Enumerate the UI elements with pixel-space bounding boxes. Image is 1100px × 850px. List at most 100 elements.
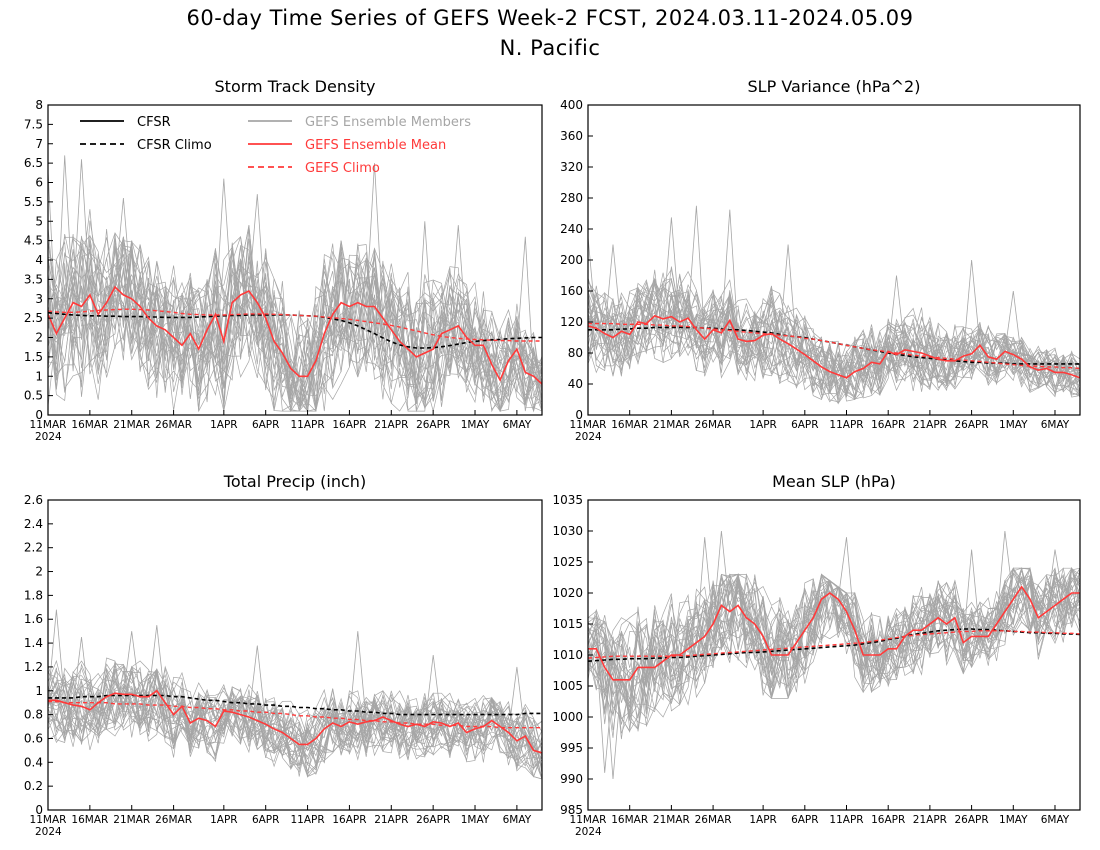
y-tick-label: 200 <box>560 253 583 267</box>
x-tick-label: 21APR <box>374 814 408 826</box>
ensemble-member-spike <box>349 631 367 722</box>
ensemble-member-line <box>588 574 1080 734</box>
y-tick-label: 0 <box>35 803 43 817</box>
ensemble-members <box>48 609 542 780</box>
ensemble-member-spike <box>72 637 91 710</box>
x-tick-label: 16MAR <box>71 419 108 431</box>
gefs-climo-line <box>588 322 1080 370</box>
gefs-climo-line <box>588 630 1080 659</box>
x-tick-label: 26APR <box>416 814 450 826</box>
y-tick-label: 360 <box>560 129 583 143</box>
ensemble-member-spike <box>1004 290 1022 360</box>
x-tick-label: 16APR <box>871 814 905 826</box>
ensemble-member-line <box>48 251 542 411</box>
y-tick-label: 0.2 <box>24 779 43 793</box>
y-tick-label: 3.5 <box>24 272 43 286</box>
y-tick-label: 1.8 <box>24 588 43 602</box>
chart-frame <box>47 499 543 811</box>
x-tick-label: 6APR <box>252 419 280 431</box>
ensemble-member-line <box>48 665 542 779</box>
ensemble-members <box>588 205 1080 405</box>
legend-label: CFSR Climo <box>137 138 212 153</box>
x-tick-label: 6APR <box>791 814 819 826</box>
ensemble-member-spike <box>595 648 614 773</box>
ensemble-member-spike <box>721 209 739 340</box>
ensemble-member-spike <box>696 537 714 643</box>
y-tick-label: 6 <box>35 176 43 190</box>
x-tick-label: 1MAY <box>999 419 1028 431</box>
ensemble-member-line <box>48 671 542 766</box>
ensemble-member-spike <box>72 159 91 303</box>
x-tick-label: 16APR <box>871 419 905 431</box>
chart-title: Storm Track Density <box>215 77 376 96</box>
legend-label: GEFS Climo <box>305 161 380 176</box>
y-tick-label: 1.6 <box>24 612 43 626</box>
chart-panel-3: Total Precip (inch) 0 0.2 0.4 0.6 0.8 1 1.2 1.4 1… <box>24 472 543 838</box>
y-tick-label: 1035 <box>552 493 583 507</box>
y-tick-label: 2 <box>35 331 43 345</box>
x-tick-label: 6MAY <box>1041 814 1070 826</box>
x-tick-label: 16MAR <box>611 814 648 826</box>
chart-plot-area <box>588 205 1080 405</box>
y-tick-label: 1025 <box>552 555 583 569</box>
y-tick-label: 280 <box>560 191 583 205</box>
y-tick-label: 1010 <box>552 648 583 662</box>
y-tick-label: 1 <box>35 684 43 698</box>
y-tick-label: 400 <box>560 98 583 112</box>
ensemble-member-line <box>48 238 542 412</box>
ensemble-member-spike <box>779 244 797 350</box>
ensemble-member-spike <box>123 631 141 697</box>
x-tick-label: 21APR <box>913 419 947 431</box>
ensemble-member-spike <box>248 645 267 725</box>
page-subtitle: N. Pacific <box>499 36 601 60</box>
x-tick-label: 21MAR <box>113 419 150 431</box>
x-tick-label: 6MAY <box>503 419 532 431</box>
x-tick-label: 21MAR <box>653 419 690 431</box>
y-tick-label: 1.2 <box>24 660 43 674</box>
y-tick-label: 1 <box>35 369 43 383</box>
y-tick-label: 0.4 <box>24 755 43 769</box>
ensemble-member-spike <box>424 654 442 727</box>
x-tick-label: 1MAY <box>461 419 490 431</box>
chart-title: SLP Variance (hPa^2) <box>748 77 921 96</box>
ensemble-mean-line <box>588 314 1080 379</box>
ensemble-member-line <box>588 572 1080 703</box>
y-tick-label: 995 <box>560 741 583 755</box>
ensemble-member-spike <box>48 170 57 334</box>
chart-legend: CFSR CFSR Climo GEFS Ensemble Members GEFS … <box>80 115 471 176</box>
x-tick-label: 11MAR <box>30 419 67 431</box>
ensemble-member-spike <box>365 163 384 319</box>
chart-title: Mean SLP (hPa) <box>772 472 896 491</box>
x-tick-label: 16APR <box>332 814 366 826</box>
legend-label: CFSR <box>137 115 171 130</box>
ensemble-member-spike <box>248 194 267 319</box>
ensemble-member-line <box>588 576 1080 728</box>
x-tick-label: 21APR <box>913 814 947 826</box>
y-tick-label: 2.5 <box>24 311 43 325</box>
ensemble-member-line <box>588 295 1080 403</box>
x-tick-label: 11APR <box>290 814 324 826</box>
x-tick-label: 16MAR <box>71 814 108 826</box>
y-tick-label: 990 <box>560 772 583 786</box>
gefs-climo-line <box>48 308 542 342</box>
y-tick-label: 4.5 <box>24 234 43 248</box>
x-tick-label: 11MAR <box>30 814 67 826</box>
chart-panel-4: Mean SLP (hPa) 985 990 995 1000 1005 1010 1015 1… <box>552 472 1081 838</box>
ensemble-member-spike <box>887 275 906 352</box>
ensemble-member-spike <box>588 236 597 329</box>
x-tick-label: 1MAY <box>999 814 1028 826</box>
ensemble-member-spike <box>516 236 534 377</box>
ensemble-member-line <box>588 293 1080 400</box>
ensemble-member-line <box>588 280 1080 398</box>
chart-panel-1: Storm Track Density 0 0.5 1 1.5 2 2.5 3 3.5 4 4.5 5… <box>24 77 543 443</box>
y-tick-label: 1.5 <box>24 350 43 364</box>
ensemble-member-spike <box>416 221 434 357</box>
y-tick-label: 0 <box>35 408 43 422</box>
ensemble-member-line <box>48 226 542 412</box>
y-tick-label: 0.5 <box>24 389 43 403</box>
y-tick-label: 4 <box>35 253 43 267</box>
chart-plot-area <box>588 530 1080 780</box>
x-tick-label: 11MAR <box>570 814 607 826</box>
ensemble-member-line <box>48 240 542 405</box>
y-tick-label: 1005 <box>552 679 583 693</box>
